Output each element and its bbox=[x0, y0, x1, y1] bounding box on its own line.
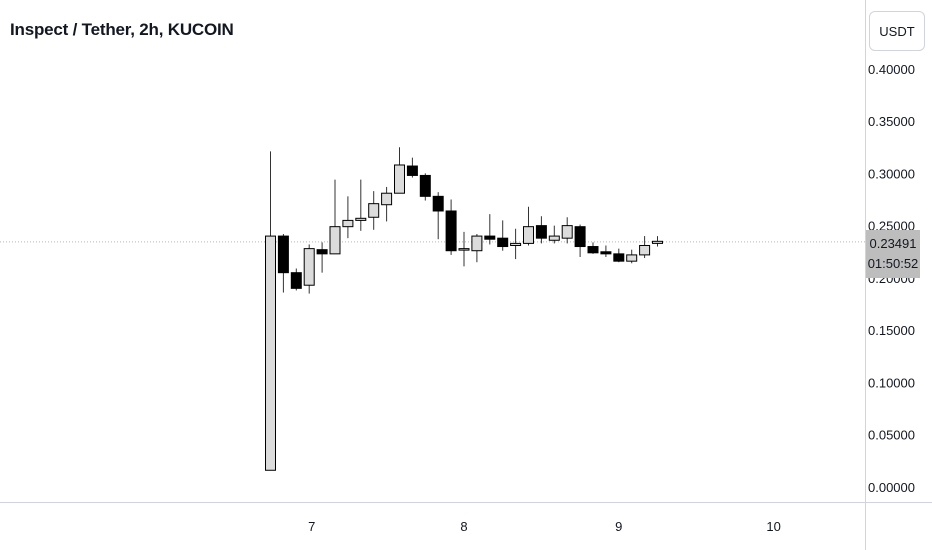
candles bbox=[265, 147, 663, 471]
time-tick-label: 8 bbox=[460, 519, 467, 534]
candle bbox=[639, 236, 651, 259]
candle bbox=[535, 216, 547, 244]
candle-body-down bbox=[432, 195, 444, 212]
chart-title: Inspect / Tether, 2h, KUCOIN bbox=[10, 20, 234, 39]
candle bbox=[626, 249, 638, 264]
candle bbox=[329, 179, 341, 255]
candle bbox=[277, 233, 289, 293]
candle bbox=[458, 231, 470, 267]
time-tick-label: 9 bbox=[615, 519, 622, 534]
price-tick-label: 0.30000 bbox=[868, 166, 915, 181]
candle-body-up bbox=[329, 226, 341, 255]
candle-body-up bbox=[381, 192, 393, 206]
candle bbox=[394, 147, 405, 194]
candle bbox=[419, 173, 431, 201]
candle bbox=[523, 206, 534, 246]
candle-body-up bbox=[639, 244, 651, 256]
candle bbox=[303, 244, 315, 294]
price-tick-label: 0.15000 bbox=[868, 323, 915, 338]
candle-body-up bbox=[652, 240, 663, 244]
candle bbox=[406, 157, 418, 178]
time-tick-label: 7 bbox=[308, 519, 315, 534]
candle-body-down bbox=[406, 165, 418, 176]
candle bbox=[510, 228, 522, 260]
candle bbox=[432, 192, 444, 240]
candle-body-down bbox=[600, 251, 612, 255]
currency-button-label: USDT bbox=[879, 23, 915, 39]
candle bbox=[265, 151, 276, 471]
candle bbox=[574, 224, 586, 257]
candle-body-down bbox=[290, 272, 302, 289]
candle bbox=[445, 199, 457, 255]
price-tick-label: 0.00000 bbox=[868, 480, 915, 495]
time-tick-label: 10 bbox=[766, 519, 780, 534]
candle-body-down bbox=[316, 249, 328, 255]
candle bbox=[355, 179, 367, 231]
candle-body-up bbox=[394, 164, 405, 194]
last-price-value: 0.23491 bbox=[869, 236, 917, 251]
time-axis-labels: 7 8 9 10 bbox=[308, 519, 781, 534]
candle-body-up bbox=[548, 235, 560, 241]
bar-countdown: 01:50:52 bbox=[867, 256, 919, 271]
candle-body-down bbox=[613, 253, 625, 262]
price-tick-label: 0.10000 bbox=[868, 375, 915, 390]
price-tick-label: 0.05000 bbox=[868, 428, 915, 443]
candle bbox=[587, 242, 599, 254]
candle-body-down bbox=[277, 235, 289, 274]
candle-body-up bbox=[342, 219, 354, 228]
candle bbox=[613, 248, 625, 263]
candle-body-down bbox=[587, 246, 599, 254]
candle-body-up bbox=[510, 242, 522, 246]
candle bbox=[484, 214, 496, 245]
candle-body-up bbox=[265, 235, 276, 471]
last-price-tag: 0.23491 01:50:52 bbox=[866, 230, 920, 278]
candle bbox=[600, 245, 612, 257]
candle bbox=[368, 191, 380, 230]
candle bbox=[497, 220, 509, 251]
candle-body-down bbox=[497, 237, 509, 248]
candle bbox=[471, 233, 483, 263]
price-axis-labels: 0.400000.350000.300000.250000.200000.150… bbox=[868, 62, 915, 495]
candle-body-up bbox=[626, 254, 638, 262]
candle bbox=[652, 236, 663, 247]
candle-body-down bbox=[574, 226, 586, 248]
candle-body-down bbox=[419, 174, 431, 197]
candle-body-up bbox=[561, 225, 573, 239]
candle-body-down bbox=[484, 235, 496, 240]
candle bbox=[316, 242, 328, 273]
currency-button[interactable]: USDT bbox=[869, 11, 925, 51]
candle-body-up bbox=[303, 248, 315, 286]
candle-body-up bbox=[523, 226, 534, 244]
candle-body-up bbox=[458, 248, 470, 251]
candle bbox=[290, 268, 302, 291]
price-tick-label: 0.40000 bbox=[868, 62, 915, 77]
candle-body-down bbox=[535, 225, 547, 239]
candle-body-up bbox=[355, 217, 367, 221]
candle-body-down bbox=[445, 210, 457, 252]
candle bbox=[561, 217, 573, 244]
candle bbox=[548, 225, 560, 244]
candle bbox=[381, 186, 393, 222]
price-tick-label: 0.35000 bbox=[868, 114, 915, 129]
price-tick-label: 0.25000 bbox=[868, 219, 915, 234]
candle-body-up bbox=[471, 235, 483, 252]
candle-body-up bbox=[368, 203, 380, 218]
candle bbox=[342, 196, 354, 239]
